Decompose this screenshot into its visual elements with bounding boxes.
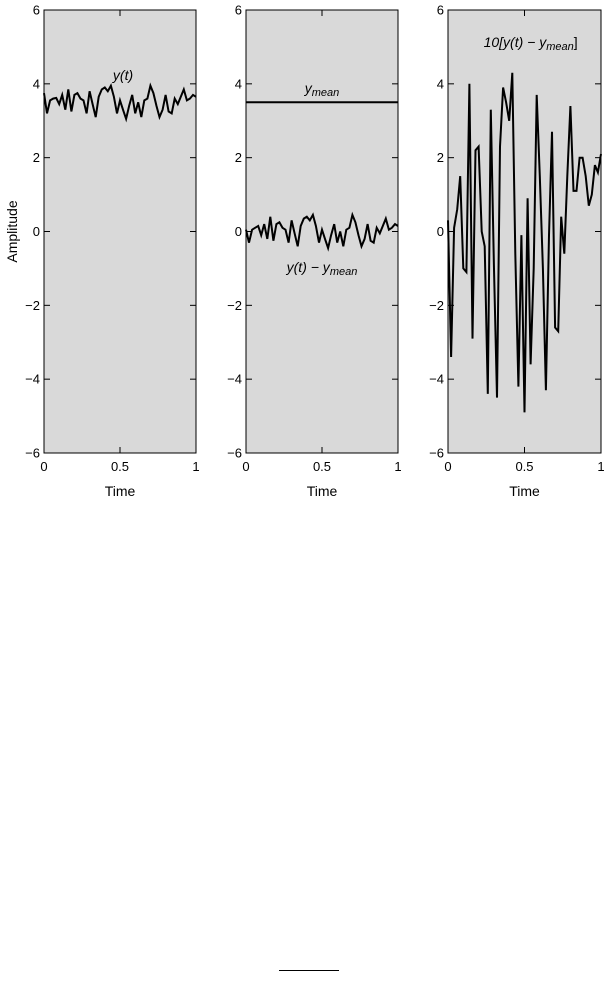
annotation-main: y(t) − y xyxy=(286,259,331,275)
x-tick-label: 0.5 xyxy=(111,459,129,474)
y-tick-label: 0 xyxy=(437,224,444,239)
x-tick-label: 1 xyxy=(597,459,604,474)
y-axis-label: Amplitude xyxy=(4,200,20,262)
x-tick-label: 0 xyxy=(242,459,249,474)
series-line-1 xyxy=(43,82,197,123)
y-tick-label: 2 xyxy=(235,150,242,165)
x-tick-label: 0.5 xyxy=(313,459,331,474)
x-axis-label: Time xyxy=(307,483,338,499)
y-tick-label: 6 xyxy=(235,3,242,18)
annotation-main: y xyxy=(304,80,313,96)
annotation-subscript: mean xyxy=(330,266,358,278)
y-tick-label: 2 xyxy=(33,150,40,165)
annotation-subscript: mean xyxy=(312,87,340,99)
series-annotation: y(t) xyxy=(112,67,133,83)
y-tick-label: 6 xyxy=(33,3,40,18)
y-tick-label: −2 xyxy=(25,298,40,313)
series-annotation: 10[y(t) − ymean] xyxy=(484,34,578,53)
y-tick-label: −2 xyxy=(429,298,444,313)
page-rule xyxy=(279,970,339,971)
x-tick-label: 0 xyxy=(40,459,47,474)
y-tick-label: −6 xyxy=(227,446,242,461)
y-tick-label: 4 xyxy=(33,76,40,91)
y-tick-label: 4 xyxy=(437,76,444,91)
y-tick-label: 2 xyxy=(437,150,444,165)
series-annotation: ymean xyxy=(304,80,340,99)
series-line-1 xyxy=(447,72,602,413)
annotation-subscript: mean xyxy=(546,41,574,53)
y-tick-label: 4 xyxy=(235,76,242,91)
annotation-main: y(t) xyxy=(112,67,133,83)
y-tick-label: 0 xyxy=(33,224,40,239)
annotation-close: ] xyxy=(574,34,578,50)
x-tick-label: 0.5 xyxy=(515,459,533,474)
x-tick-label: 0 xyxy=(444,459,451,474)
annotation-main: 10[y(t) − y xyxy=(484,34,548,50)
x-tick-label: 1 xyxy=(394,459,401,474)
y-tick-label: −2 xyxy=(227,298,242,313)
y-tick-label: 6 xyxy=(437,3,444,18)
y-tick-label: 0 xyxy=(235,224,242,239)
plot-frame xyxy=(43,9,197,454)
series-line-2 xyxy=(245,211,399,252)
series-annotation: y(t) − ymean xyxy=(286,259,358,278)
x-axis-label: Time xyxy=(509,483,540,499)
y-tick-label: −4 xyxy=(429,372,444,387)
y-tick-label: −4 xyxy=(25,372,40,387)
x-tick-label: 1 xyxy=(192,459,199,474)
y-tick-label: −6 xyxy=(429,446,444,461)
x-axis-label: Time xyxy=(105,483,136,499)
plot-background xyxy=(44,10,196,453)
y-tick-label: −4 xyxy=(227,372,242,387)
y-tick-label: −6 xyxy=(25,446,40,461)
